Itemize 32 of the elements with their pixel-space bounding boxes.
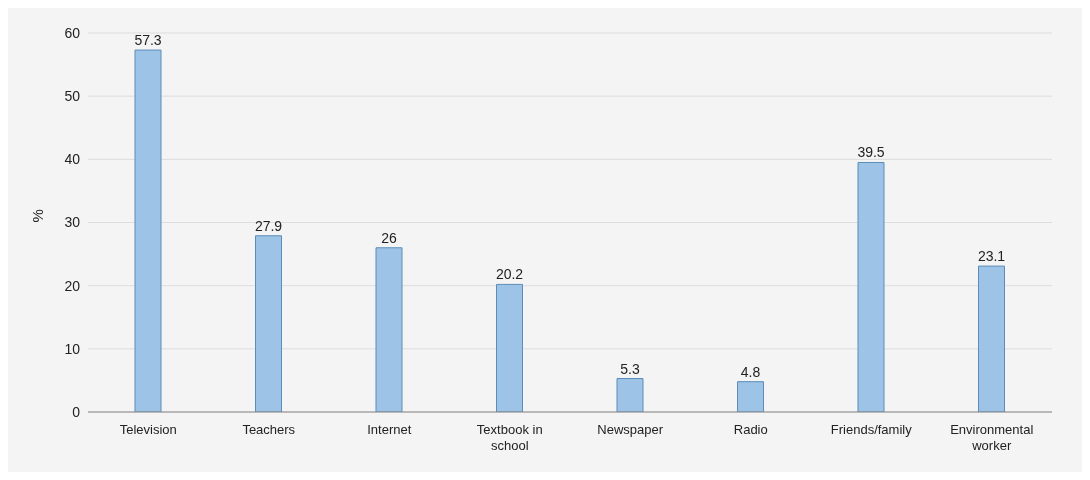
data-label: 23.1 xyxy=(977,248,1006,265)
x-tick-label: Textbook in school xyxy=(476,422,543,453)
bar xyxy=(616,378,644,412)
bar xyxy=(375,247,403,412)
data-label: 4.8 xyxy=(740,363,761,380)
bar xyxy=(496,283,523,412)
bar xyxy=(978,265,1005,412)
bar xyxy=(737,381,764,412)
x-tick-label: Internet xyxy=(367,422,412,437)
x-tick-label: Friends/family xyxy=(830,422,913,437)
x-tick-label: Teachers xyxy=(242,422,296,437)
y-tick-label: 0 xyxy=(72,403,81,420)
y-tick-label: 60 xyxy=(64,24,81,41)
bar xyxy=(857,161,885,412)
data-label: 20.2 xyxy=(495,266,524,283)
x-tick-label: Radio xyxy=(733,422,768,437)
x-tick-label: Newspaper xyxy=(597,422,664,437)
data-label: 27.9 xyxy=(254,217,283,234)
y-tick-label: 30 xyxy=(64,214,81,231)
y-tick-label: 40 xyxy=(64,151,81,168)
y-tick-label: 20 xyxy=(64,277,81,294)
data-label: 57.3 xyxy=(134,32,162,49)
data-label: 39.5 xyxy=(857,144,885,161)
data-label: 26 xyxy=(381,229,397,246)
y-axis-title: % xyxy=(29,209,47,223)
x-tick-label: Environmental worker xyxy=(950,422,1034,453)
bar xyxy=(134,49,162,412)
y-tick-label: 50 xyxy=(64,88,81,105)
y-tick-label: 10 xyxy=(64,340,81,357)
bar xyxy=(255,235,282,412)
data-label: 5.3 xyxy=(620,360,640,377)
x-tick-label: Television xyxy=(119,422,177,437)
